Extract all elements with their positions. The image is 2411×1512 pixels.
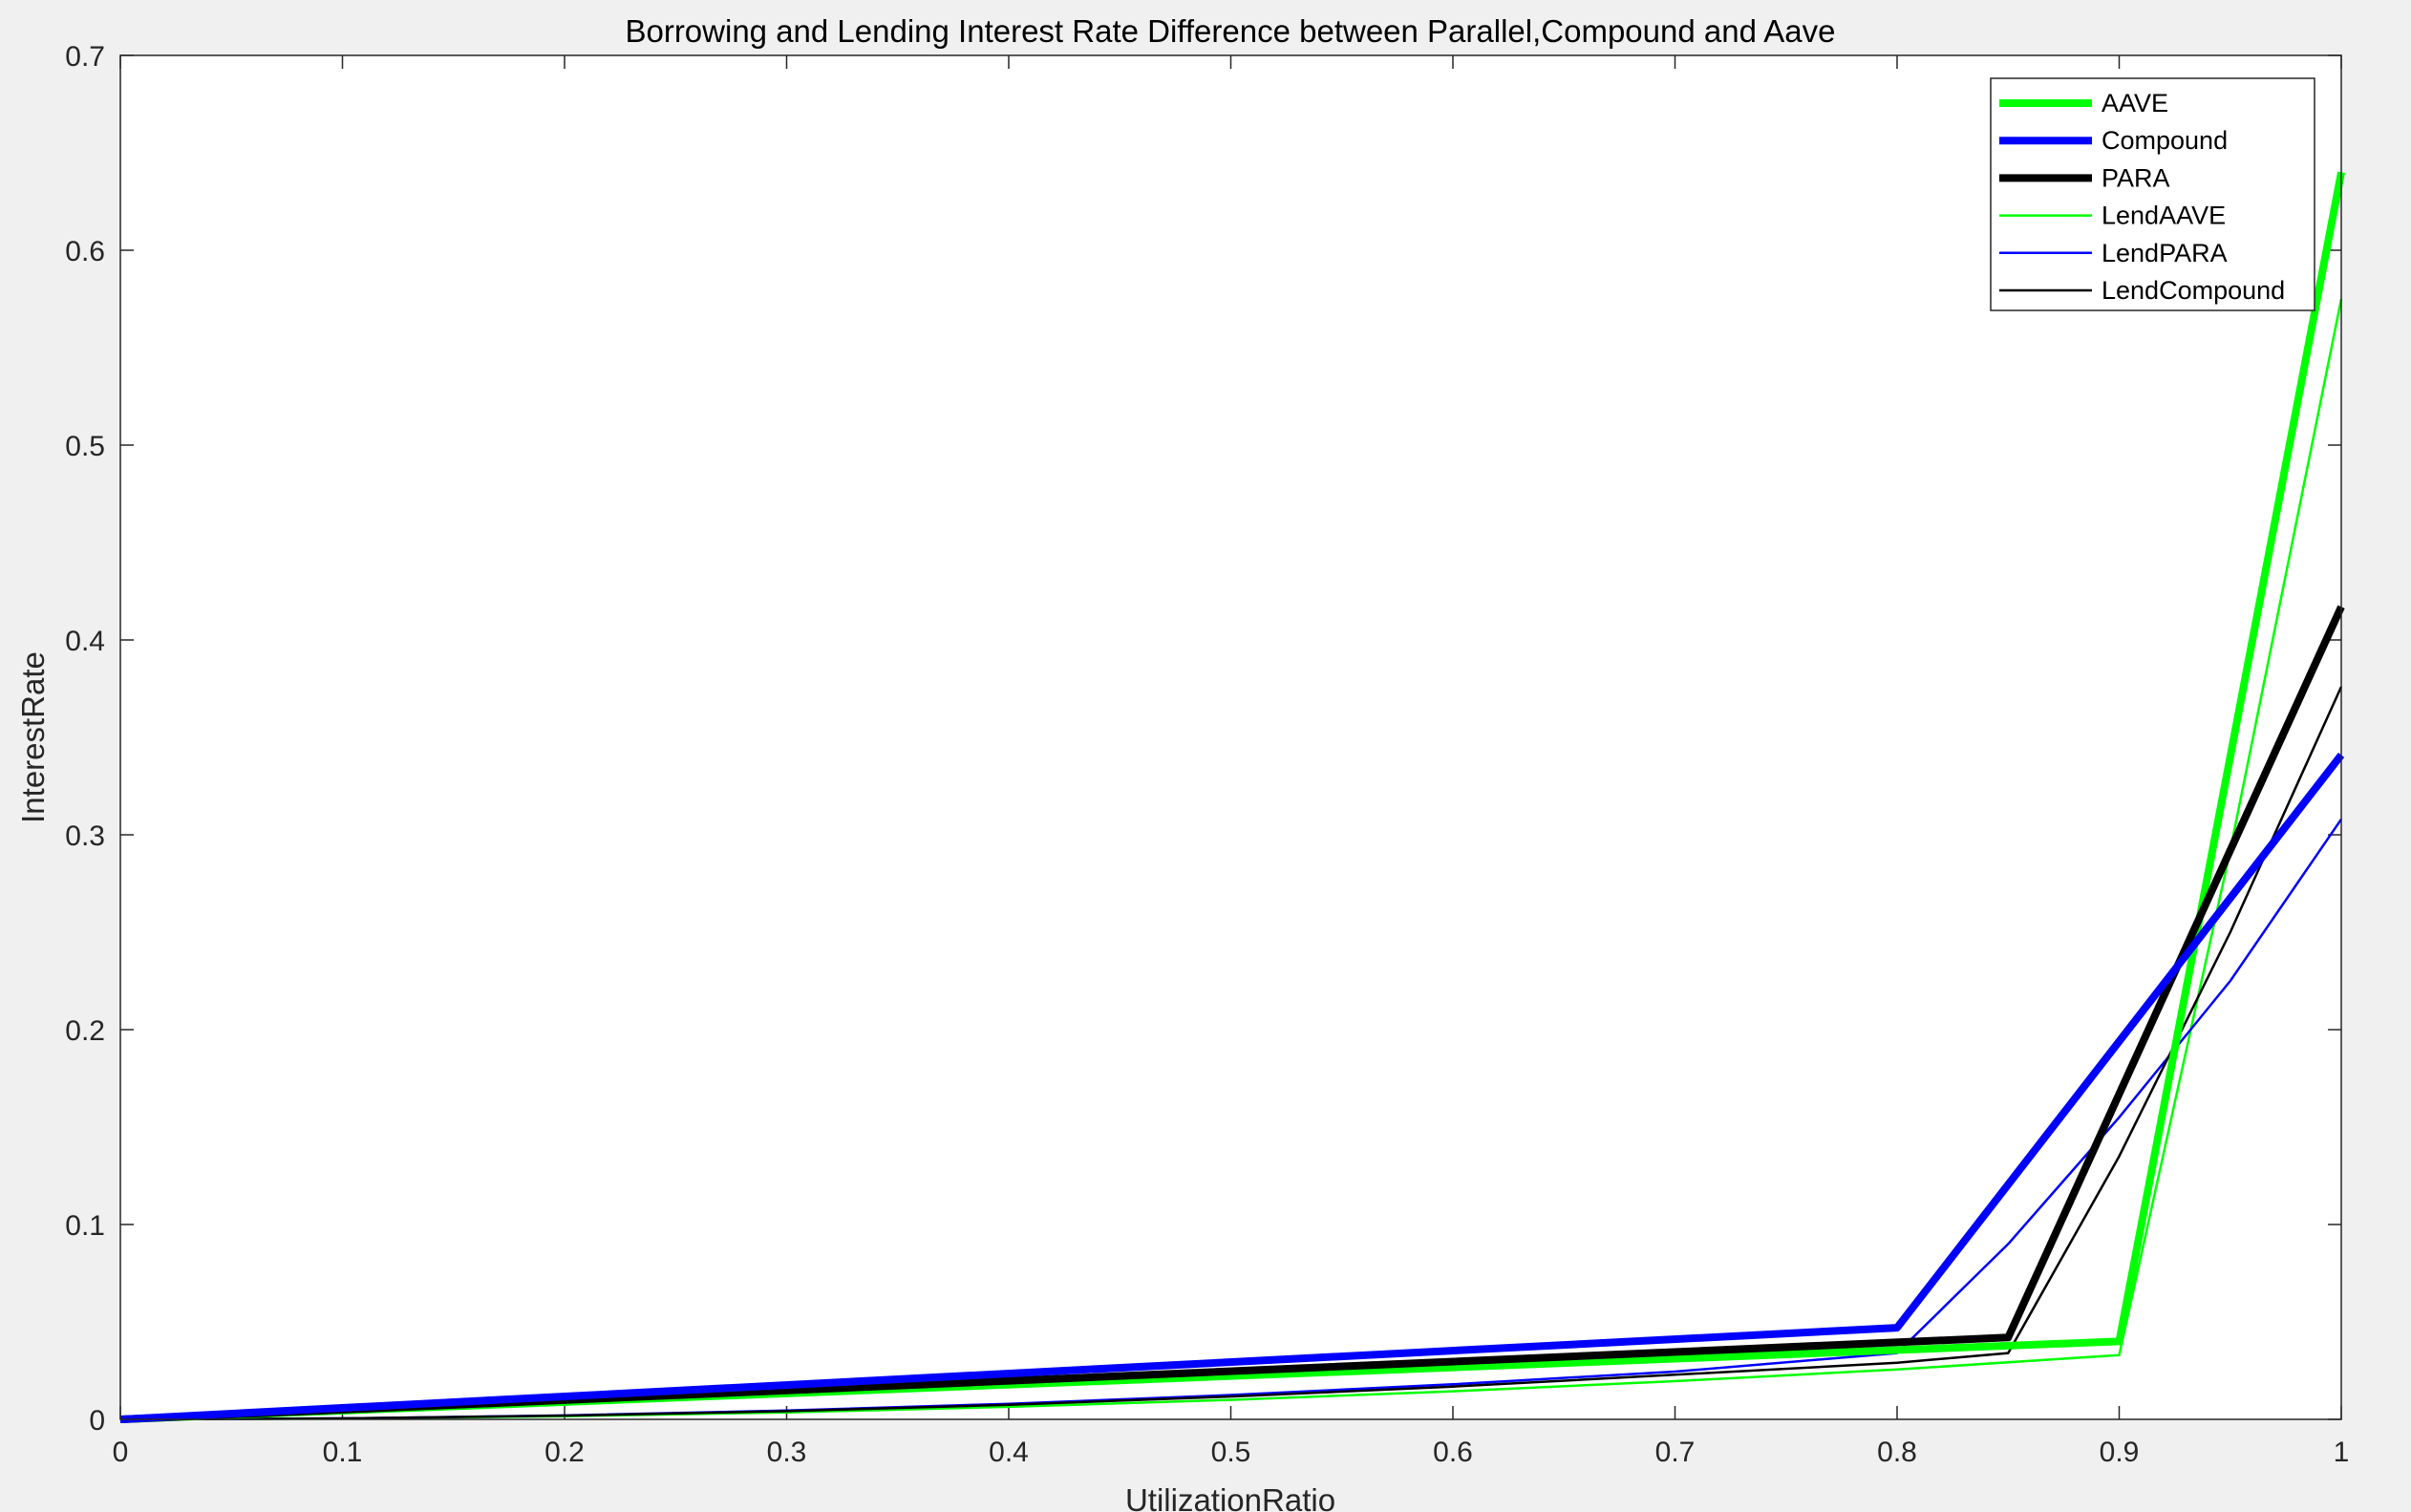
y-tick-label: 0 [89,1405,105,1437]
x-axis-label: UtilizationRatio [1125,1482,1335,1512]
series-line-lendcompound [119,686,2343,1421]
x-tick-label: 0.9 [2100,1437,2140,1468]
y-tick-label: 0.2 [65,1015,105,1047]
legend-label-lendcompound: LendCompound [2102,276,2285,305]
legend-label-para: PARA [2102,163,2170,192]
legend-label-aave: AAVE [2102,89,2168,117]
x-tick-label: 0 [113,1437,129,1468]
legend: AAVE Compound PARA LendAAVE LendPARA LendComp… [1990,77,2315,311]
axes-box [119,54,2342,1420]
x-tick-label: 0.2 [544,1437,585,1468]
y-tick-label: 0.7 [65,41,105,73]
plot-area [120,55,2341,1419]
y-tick-label: 0.5 [65,431,105,462]
x-tick-label: 0.7 [1655,1437,1696,1468]
legend-label-compound: Compound [2102,126,2228,155]
legend-label-lendpara: LendPARA [2102,239,2228,267]
x-tick-label: 0.3 [767,1437,807,1468]
x-tick-label: 0.8 [1877,1437,1917,1468]
tick-labels: 0 0.1 0.2 0.3 0.4 0.5 0.6 0.7 0.8 0.9 1 0 0.1 0.2 0.3 0… [65,41,2349,1468]
x-tick-label: 0.1 [323,1437,363,1468]
y-tick-label: 0.1 [65,1210,105,1242]
x-tick-label: 0.6 [1433,1437,1473,1468]
x-tick-label: 1 [2334,1437,2350,1468]
chart-title: Borrowing and Lending Interest Rate Diff… [625,13,1835,49]
series-layer [119,171,2345,1423]
y-axis-label: InterestRate [15,651,51,823]
legend-label-lendaave: LendAAVE [2102,202,2226,230]
series-line-para [119,605,2345,1423]
series-line-compound [119,752,2345,1423]
y-tick-label: 0.4 [65,626,105,657]
x-tick-label: 0.4 [989,1437,1029,1468]
legend-box [1990,77,2315,311]
y-tick-label: 0.3 [65,820,105,852]
x-tick-label: 0.5 [1211,1437,1251,1468]
y-tick-label: 0.6 [65,236,105,267]
